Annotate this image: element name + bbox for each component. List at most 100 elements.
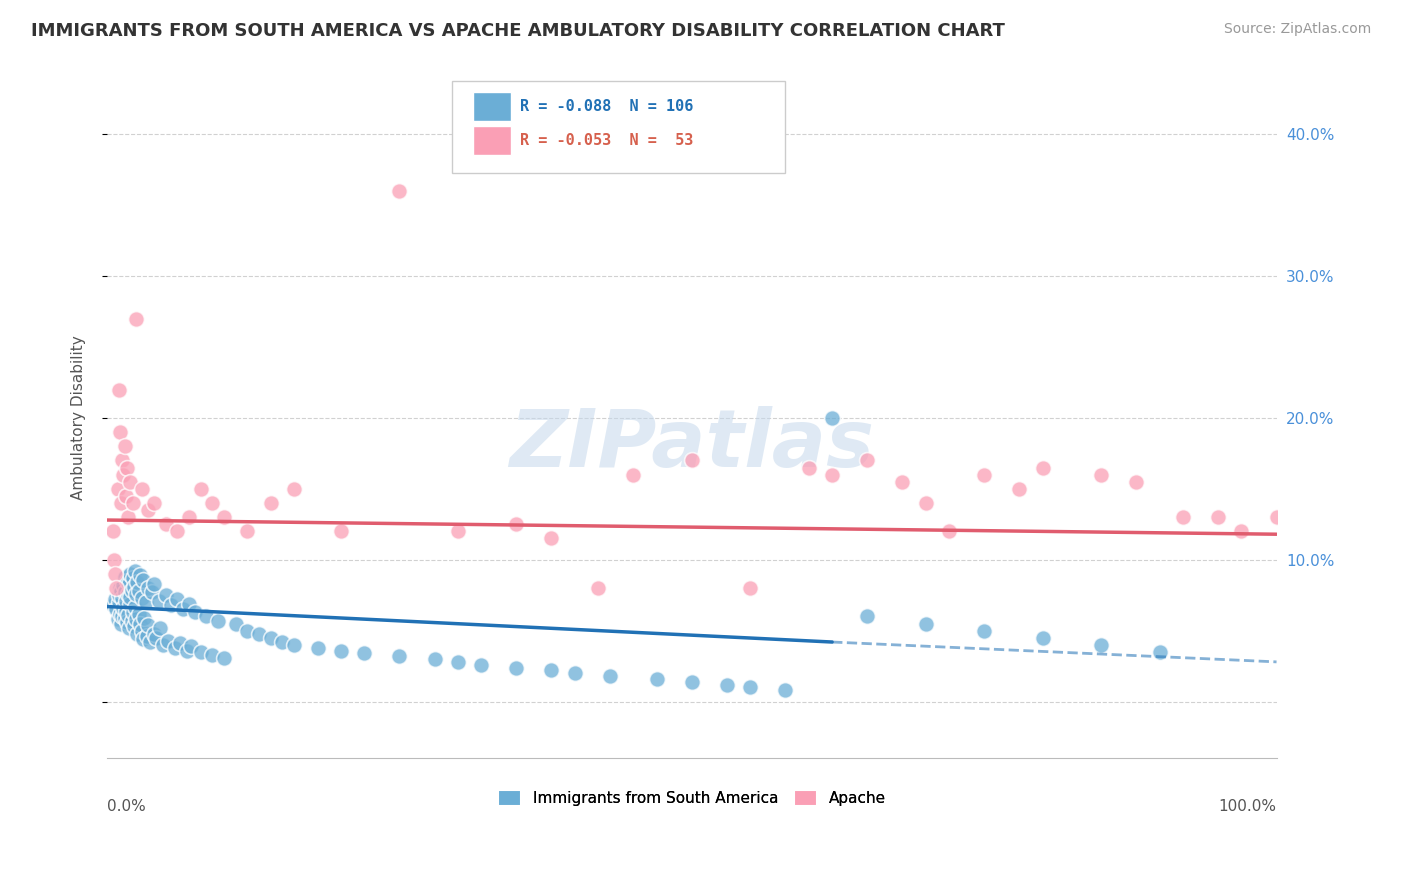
Point — [212, 510, 235, 524]
Point — [236, 624, 259, 638]
Point — [190, 645, 212, 659]
Point — [141, 585, 163, 599]
Point — [121, 582, 143, 597]
Point — [856, 453, 879, 467]
Point — [114, 594, 136, 608]
Point — [201, 648, 224, 662]
Text: Source: ZipAtlas.com: Source: ZipAtlas.com — [1223, 22, 1371, 37]
Point — [149, 621, 172, 635]
Point — [856, 609, 879, 624]
Point — [136, 503, 159, 517]
Point — [540, 532, 562, 546]
Point — [388, 649, 411, 664]
Point — [104, 566, 127, 581]
Point — [142, 577, 165, 591]
Point — [124, 564, 146, 578]
Point — [110, 616, 132, 631]
Point — [105, 581, 128, 595]
Point — [891, 475, 914, 489]
Point — [108, 581, 131, 595]
Point — [423, 652, 446, 666]
Point — [120, 566, 142, 581]
Point — [152, 638, 174, 652]
Point — [128, 616, 150, 631]
Point — [1090, 638, 1112, 652]
Point — [156, 633, 179, 648]
Point — [132, 573, 155, 587]
Point — [112, 467, 135, 482]
Point — [115, 460, 138, 475]
Point — [131, 482, 153, 496]
Point — [155, 517, 177, 532]
Point — [247, 626, 270, 640]
Point — [271, 635, 294, 649]
Point — [212, 650, 235, 665]
Point — [973, 467, 995, 482]
Point — [447, 655, 470, 669]
Point — [125, 587, 148, 601]
Point — [645, 672, 668, 686]
Point — [112, 578, 135, 592]
Point — [160, 598, 183, 612]
Point — [236, 524, 259, 539]
Point — [107, 595, 129, 609]
Point — [145, 631, 167, 645]
Point — [1206, 510, 1229, 524]
Point — [914, 616, 936, 631]
Point — [1171, 510, 1194, 524]
Point — [447, 524, 470, 539]
Point — [681, 453, 703, 467]
Point — [564, 666, 586, 681]
Point — [1032, 460, 1054, 475]
Point — [260, 631, 283, 645]
Point — [139, 635, 162, 649]
FancyBboxPatch shape — [472, 93, 510, 121]
Point — [184, 605, 207, 619]
Point — [353, 646, 375, 660]
Point — [104, 592, 127, 607]
FancyBboxPatch shape — [472, 127, 510, 155]
Point — [121, 614, 143, 628]
Point — [540, 664, 562, 678]
Point — [190, 482, 212, 496]
Point — [177, 510, 200, 524]
Point — [111, 609, 134, 624]
Point — [111, 453, 134, 467]
Point — [1090, 467, 1112, 482]
Point — [136, 581, 159, 595]
Point — [177, 597, 200, 611]
Y-axis label: Ambulatory Disability: Ambulatory Disability — [72, 335, 86, 500]
Point — [716, 677, 738, 691]
Point — [821, 410, 844, 425]
Legend: Immigrants from South America, Apache: Immigrants from South America, Apache — [492, 784, 891, 812]
Point — [1265, 510, 1288, 524]
Point — [128, 584, 150, 599]
Point — [120, 597, 142, 611]
Point — [1008, 482, 1031, 496]
Point — [136, 618, 159, 632]
Point — [176, 643, 198, 657]
Text: R = -0.053  N =  53: R = -0.053 N = 53 — [520, 133, 693, 148]
Point — [599, 669, 621, 683]
Point — [125, 311, 148, 326]
Point — [1149, 645, 1171, 659]
Point — [114, 611, 136, 625]
Point — [127, 626, 149, 640]
Point — [114, 585, 136, 599]
Point — [195, 609, 218, 624]
Point — [681, 674, 703, 689]
Point — [131, 624, 153, 638]
Point — [1125, 475, 1147, 489]
Point — [124, 599, 146, 614]
Point — [283, 482, 305, 496]
Point — [166, 524, 188, 539]
Point — [117, 608, 139, 623]
Point — [330, 524, 353, 539]
Point — [121, 571, 143, 585]
Point — [307, 640, 329, 655]
Point — [134, 611, 156, 625]
Point — [283, 638, 305, 652]
Point — [586, 581, 609, 595]
Point — [101, 598, 124, 612]
Point — [128, 568, 150, 582]
